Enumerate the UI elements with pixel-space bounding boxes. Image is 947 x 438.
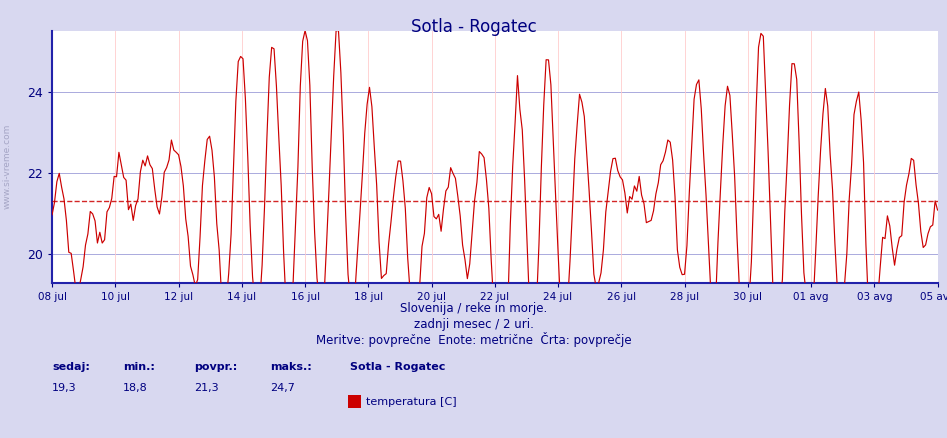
Text: 19,3: 19,3 (52, 383, 77, 393)
Text: 24,7: 24,7 (270, 383, 295, 393)
Text: www.si-vreme.com: www.si-vreme.com (3, 124, 12, 209)
Text: povpr.:: povpr.: (194, 362, 238, 372)
Text: maks.:: maks.: (270, 362, 312, 372)
Text: 18,8: 18,8 (123, 383, 148, 393)
Text: zadnji mesec / 2 uri.: zadnji mesec / 2 uri. (414, 318, 533, 331)
Text: 21,3: 21,3 (194, 383, 219, 393)
Text: Meritve: povprečne  Enote: metrične  Črta: povprečje: Meritve: povprečne Enote: metrične Črta:… (315, 332, 632, 347)
Text: Slovenija / reke in morje.: Slovenija / reke in morje. (400, 302, 547, 315)
Text: sedaj:: sedaj: (52, 362, 90, 372)
Text: temperatura [C]: temperatura [C] (366, 397, 456, 406)
Text: min.:: min.: (123, 362, 155, 372)
Text: Sotla - Rogatec: Sotla - Rogatec (411, 18, 536, 35)
Text: Sotla - Rogatec: Sotla - Rogatec (350, 362, 446, 372)
